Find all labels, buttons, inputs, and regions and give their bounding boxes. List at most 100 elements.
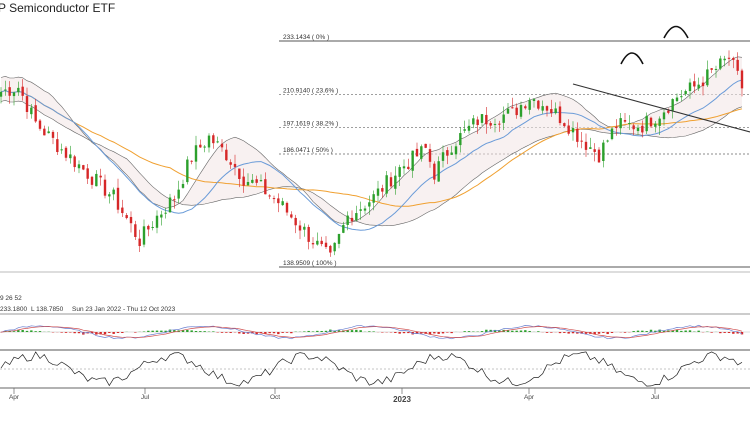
macd-bar xyxy=(186,329,189,332)
candle-body xyxy=(95,173,98,187)
candle-body xyxy=(86,168,89,179)
macd-bar xyxy=(446,332,449,333)
candle-body xyxy=(498,123,501,125)
macd-bar xyxy=(441,332,445,334)
candle-body xyxy=(47,131,50,134)
macd-bar xyxy=(281,332,284,333)
candle-body xyxy=(372,194,375,203)
candle-body xyxy=(641,125,644,133)
candle-body xyxy=(740,70,744,89)
candle-body xyxy=(472,118,475,125)
macd-bar xyxy=(428,332,432,335)
candle-body xyxy=(329,245,332,253)
candle-body xyxy=(155,215,159,228)
candle-body xyxy=(485,114,488,125)
macd-bar xyxy=(493,329,497,332)
candle-body xyxy=(229,162,232,165)
candle-body xyxy=(160,214,163,218)
macd-bar xyxy=(736,332,739,334)
candle-body xyxy=(259,180,263,182)
candle-body xyxy=(407,166,410,170)
candle-body xyxy=(82,165,85,170)
candle-body xyxy=(415,148,419,157)
candle-body xyxy=(658,118,661,126)
candle-body xyxy=(567,125,570,134)
candle-body xyxy=(476,119,479,126)
candle-body xyxy=(515,107,518,116)
candle-body xyxy=(151,226,154,228)
macd-bar xyxy=(173,330,176,332)
cloud-span-b xyxy=(0,99,743,227)
x-tick-label: Apr xyxy=(9,394,20,401)
macd-bar xyxy=(537,331,540,332)
candle-body xyxy=(580,140,583,142)
candle-body xyxy=(489,123,492,126)
macd-bar xyxy=(17,330,20,332)
candle-body xyxy=(264,179,267,195)
candle-body xyxy=(246,181,250,186)
macd-bar xyxy=(524,330,527,332)
candle-body xyxy=(623,120,627,122)
moving-averages xyxy=(0,79,743,231)
candle-body xyxy=(363,208,367,211)
fib-label: 197.1619 ( 38.2% ) xyxy=(283,120,338,127)
macd-bar xyxy=(264,332,267,334)
candle-body xyxy=(636,127,640,132)
fib-label: 233.1434 ( 0% ) xyxy=(283,34,329,41)
peak-marker-right xyxy=(663,25,689,39)
candle-body xyxy=(433,163,436,180)
candle-body xyxy=(147,225,150,230)
macd-bar xyxy=(285,332,289,333)
candle-body xyxy=(563,123,566,127)
candle-body xyxy=(597,149,601,163)
macd-bar xyxy=(433,332,436,334)
candle-body xyxy=(532,99,536,101)
info-date-range: Sun 23 Jan 2022 - Thu 12 Oct 2023 xyxy=(72,306,176,313)
candle-body xyxy=(394,175,397,189)
candle-body xyxy=(8,87,11,96)
x-tick-label: 2023 xyxy=(393,395,411,404)
candle-body xyxy=(714,68,718,70)
macd-bar xyxy=(324,330,328,332)
macd-bar xyxy=(450,332,453,334)
macd-bar xyxy=(420,332,423,334)
x-tick-label: Jul xyxy=(141,394,150,401)
fib-label: 138.9509 ( 100% ) xyxy=(283,260,336,267)
x-tick-label: Jul xyxy=(651,394,660,401)
candle-body xyxy=(51,131,55,138)
macd-bar xyxy=(610,332,614,333)
macd-bar xyxy=(12,331,16,332)
ma-long-line xyxy=(0,90,743,207)
candle-body xyxy=(402,166,406,169)
macd-bar xyxy=(220,332,224,333)
ichimoku-settings: 9 26 52 xyxy=(0,295,22,302)
macd-bar xyxy=(463,331,466,332)
macd-bar xyxy=(64,332,68,333)
candle-body xyxy=(381,188,384,192)
candle-body xyxy=(628,122,631,124)
rsi-panel xyxy=(0,349,750,389)
macd-bar xyxy=(21,330,24,332)
candle-body xyxy=(56,139,59,153)
candle-body xyxy=(537,100,540,109)
x-axis: Apr Jul Oct 2023 Apr Jul xyxy=(9,388,660,404)
candle-body xyxy=(303,226,306,230)
candle-body xyxy=(238,168,241,179)
macd-bar xyxy=(567,332,570,334)
macd-bar xyxy=(95,332,98,335)
candle-body xyxy=(441,152,445,161)
macd-bar xyxy=(272,332,276,334)
candle-body xyxy=(242,176,245,186)
candle-body xyxy=(103,179,107,196)
macd-bar xyxy=(606,332,609,335)
candle-body xyxy=(667,110,670,113)
candle-body xyxy=(17,87,20,93)
candle-body xyxy=(593,149,596,152)
candle-body xyxy=(333,242,336,252)
macd-bar xyxy=(602,332,605,333)
candle-body xyxy=(493,123,497,125)
candle-body xyxy=(446,150,449,156)
macd-bar xyxy=(662,330,666,332)
candle-body xyxy=(502,114,505,123)
